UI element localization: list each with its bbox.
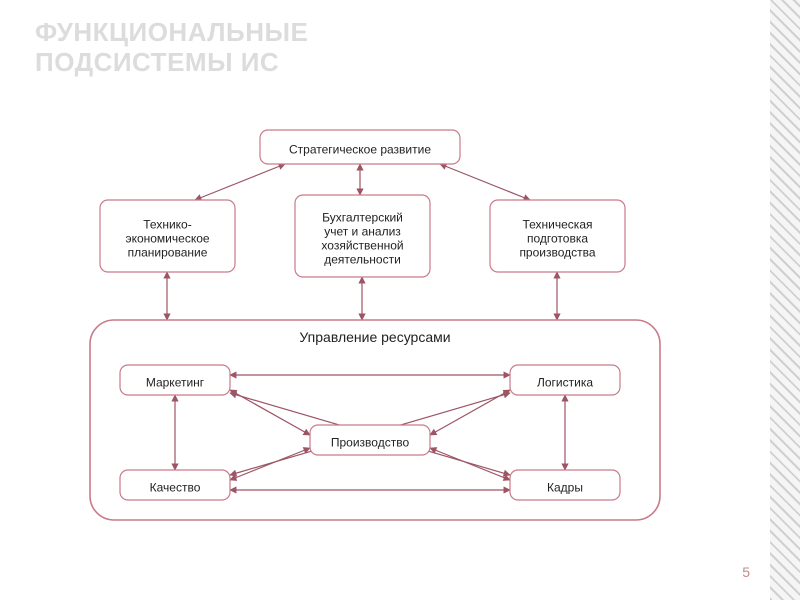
node-label: подготовка (527, 232, 588, 246)
node-label: Производство (331, 436, 410, 450)
node-label: Стратегическое развитие (289, 143, 431, 157)
page-number: 5 (742, 564, 750, 580)
edge-qual_prod (230, 448, 310, 480)
node-accounting: Бухгалтерскийучет и анализхозяйственнойд… (295, 195, 430, 277)
node-personnel: Кадры (510, 470, 620, 500)
edge-strategic_bl (195, 164, 285, 200)
edge-strategic_br (440, 164, 530, 200)
node-label: учет и анализ (324, 225, 401, 239)
node-quality: Качество (120, 470, 230, 500)
node-label: Техническая (522, 218, 592, 232)
edge-pers_prod (430, 448, 510, 480)
node-label: планирование (128, 246, 208, 260)
node-logistics: Логистика (510, 365, 620, 395)
node-label: Бухгалтерский (322, 211, 403, 225)
node-label: хозяйственной (321, 239, 403, 253)
node-label: Логистика (537, 376, 593, 390)
diagram-svg: Управление ресурсами Стратегическое разв… (0, 0, 800, 600)
node-techecon: Технико-экономическоепланирование (100, 200, 235, 272)
node-label: Кадры (547, 481, 583, 495)
container-label: Управление ресурсами (299, 329, 450, 345)
node-label: производства (519, 246, 595, 260)
node-techprep: Техническаяподготовкапроизводства (490, 200, 625, 272)
node-label: Маркетинг (146, 376, 205, 390)
node-production: Производство (310, 425, 430, 455)
node-marketing: Маркетинг (120, 365, 230, 395)
node-label: Качество (150, 481, 201, 495)
node-label: Технико- (143, 218, 191, 232)
node-label: деятельности (324, 253, 401, 267)
node-label: экономическое (125, 232, 209, 246)
node-strategic: Стратегическое развитие (260, 130, 460, 164)
